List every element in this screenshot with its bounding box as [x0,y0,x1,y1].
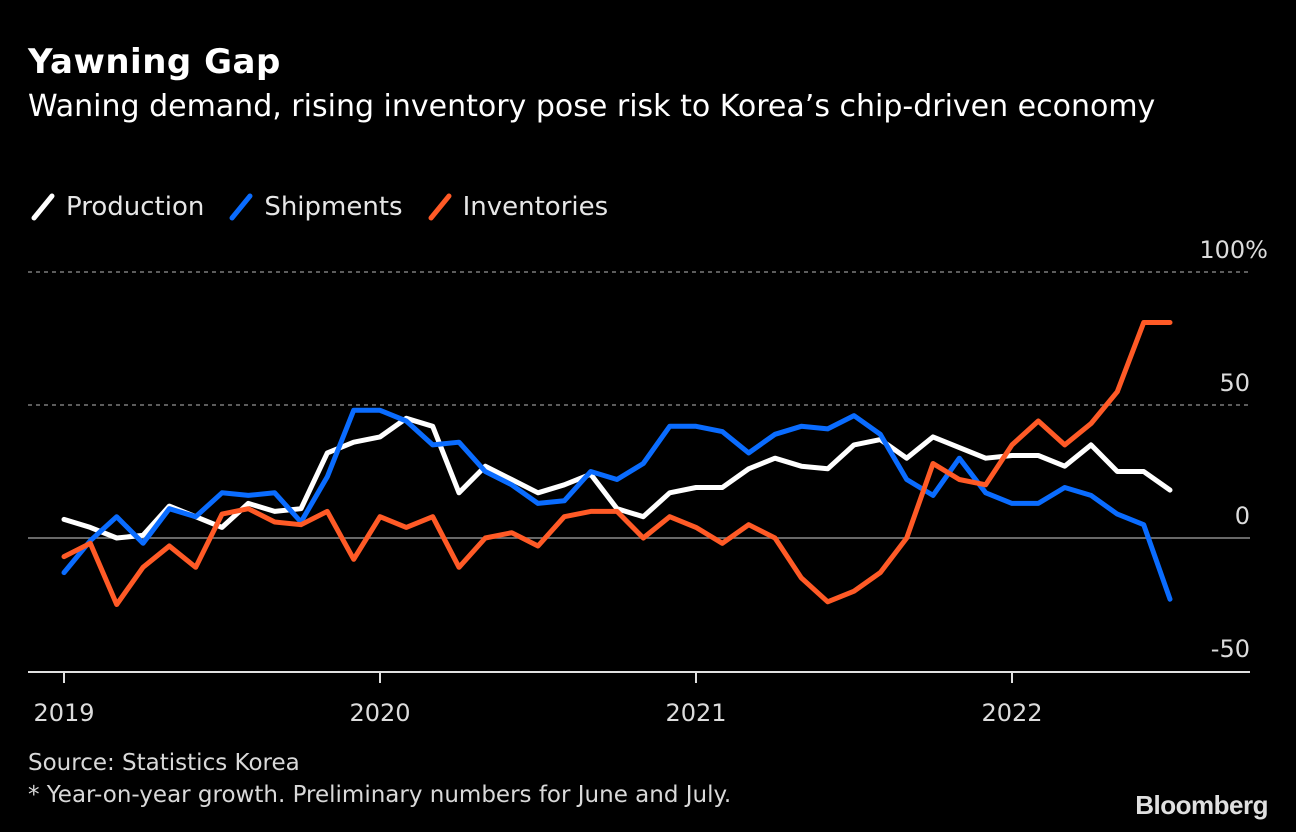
series-line-shipments [61,407,1173,602]
legend-label-inventories: Inventories [462,192,609,222]
series-lines [61,320,1173,607]
footnote: * Year-on-year growth. Preliminary numbe… [28,782,732,808]
y-tick-label: 50 [1219,369,1250,397]
y-tick-label: 0 [1235,502,1250,530]
bloomberg-logo: Bloomberg [1135,790,1268,820]
legend-label-production: Production [66,192,205,222]
series-line-production [61,415,1173,541]
legend-item-shipments: Shipments [228,192,403,222]
legend-swatch-inventories [428,193,452,221]
gridlines [28,271,1250,539]
legend: Production Shipments Inventories [30,192,632,222]
legend-swatch-production [31,193,55,221]
chart-title: Yawning Gap [28,42,281,82]
y-axis: 100% 50 0 -50 [1199,236,1268,663]
source-note: Source: Statistics Korea [28,750,300,776]
chart-subtitle: Waning demand, rising inventory pose ris… [28,89,1156,124]
x-tick-label: 2022 [981,699,1042,727]
y-tick-label: 100% [1199,236,1268,264]
series-line-inventories [61,320,1173,607]
x-tick-label: 2021 [665,699,726,727]
x-axis: 2019 2020 2021 2022 [28,671,1250,727]
legend-swatch-shipments [229,193,253,221]
y-tick-label: -50 [1211,635,1250,663]
legend-label-shipments: Shipments [264,192,403,222]
x-tick-label: 2020 [349,699,410,727]
x-tick-label: 2019 [33,699,94,727]
legend-item-production: Production [30,192,204,222]
legend-item-inventories: Inventories [427,192,609,222]
